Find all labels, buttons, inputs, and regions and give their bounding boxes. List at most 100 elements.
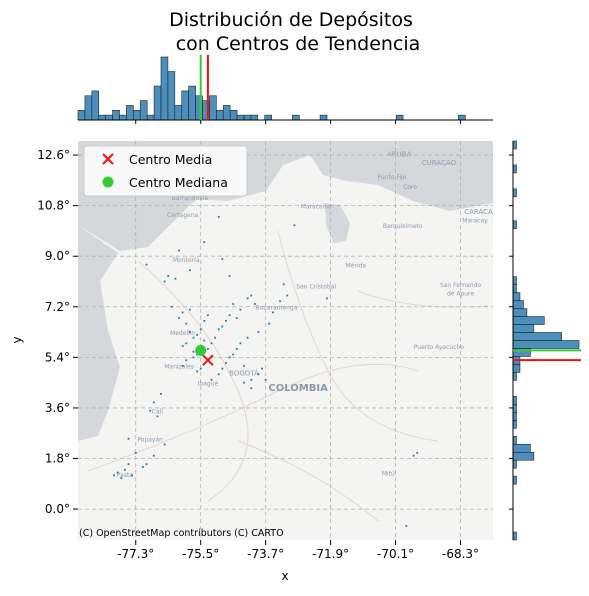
deposit-point — [412, 454, 415, 457]
deposit-point — [293, 224, 296, 227]
deposit-point — [188, 269, 191, 272]
deposit-point — [134, 451, 137, 454]
right-hist-bar — [512, 404, 517, 413]
deposit-point — [203, 241, 206, 244]
x-tick-label: -77.3° — [117, 547, 154, 561]
top-hist-bar — [292, 114, 300, 121]
deposit-point — [192, 336, 195, 339]
top-hist-bar — [319, 114, 328, 121]
deposit-point — [116, 471, 119, 474]
y-axis-label: y — [10, 336, 24, 343]
deposit-point — [217, 328, 220, 331]
top-hist-bar — [112, 110, 120, 121]
map-label: Puerto Ayacucho — [414, 344, 465, 351]
map-label: Cartagena — [167, 212, 199, 219]
deposit-point — [178, 249, 180, 252]
legend-label-median: Centro Mediana — [129, 175, 228, 190]
deposit-point — [185, 322, 188, 325]
deposit-point — [282, 283, 285, 286]
top-hist-bar — [139, 100, 148, 121]
deposit-point — [152, 401, 155, 404]
map-label: Barranquilla — [172, 195, 209, 202]
right-hist-bar — [512, 140, 517, 150]
right-hist-bar — [512, 459, 517, 469]
top-hist-bar — [126, 105, 134, 121]
deposit-point — [228, 274, 231, 277]
median-center-marker — [195, 344, 207, 356]
map-background — [78, 141, 493, 540]
map-label: Mérida — [346, 262, 367, 269]
x-axis-ticks: -77.3° -75.5° -73.7° -71.9° -70.1° -68.3° — [117, 540, 479, 561]
deposit-point — [192, 350, 195, 353]
deposit-point — [214, 336, 217, 339]
top-hist-bar — [250, 114, 259, 121]
top-hist-bar — [167, 71, 176, 121]
map-label: Manizales — [164, 364, 194, 371]
deposit-point — [232, 353, 235, 356]
map-road-line — [237, 440, 379, 522]
deposit-point — [131, 474, 134, 477]
map-label: Barquisimeto — [383, 223, 423, 230]
top-hist-bar — [84, 95, 93, 121]
x-tick-label: -75.5° — [182, 547, 219, 561]
y-tick-label: 7.2° — [45, 300, 70, 314]
deposit-point — [221, 367, 224, 370]
map-label: Maracaibo — [301, 203, 332, 210]
right-hist-bar — [512, 316, 545, 325]
deposit-point — [279, 300, 281, 303]
deposit-point — [217, 373, 220, 376]
y-tick-label: 1.8° — [45, 452, 70, 466]
map-sea-pacific — [78, 225, 120, 441]
top-hist-bar — [264, 114, 272, 121]
deposit-point — [178, 317, 180, 319]
top-hist-bar — [160, 56, 169, 121]
deposit-point — [188, 308, 191, 311]
deposit-point — [235, 348, 238, 350]
deposit-point — [142, 466, 144, 468]
deposit-point — [160, 392, 162, 395]
map-label: Mitú — [382, 470, 395, 477]
map-lake-maracaibo — [325, 203, 350, 243]
legend-marker-mean — [102, 153, 114, 165]
legend-label-mean: Centro Media — [129, 152, 212, 167]
deposit-point — [250, 378, 253, 381]
deposit-point — [181, 345, 184, 348]
deposit-point — [257, 331, 260, 333]
deposit-point — [257, 373, 260, 376]
top-hist-bar — [153, 85, 162, 121]
right-hist-bar — [512, 443, 531, 453]
map-label: Cali — [152, 409, 164, 416]
legend-box — [83, 145, 248, 197]
deposit-point — [225, 362, 227, 364]
deposit-point — [185, 342, 188, 345]
deposit-point — [174, 277, 177, 280]
top-hist-bar — [188, 85, 196, 121]
deposit-point — [243, 381, 245, 384]
map-label: Maracay — [462, 217, 488, 224]
right-hist-bar — [512, 308, 528, 317]
y-tick-label: 3.6° — [45, 401, 70, 415]
map-road-line — [137, 260, 249, 502]
deposit-point — [228, 314, 231, 317]
map-label: Popayán — [137, 437, 163, 444]
x-axis-label: x — [281, 569, 288, 583]
top-histogram — [77, 55, 493, 124]
top-hist-bar — [458, 114, 466, 121]
deposit-point — [217, 215, 220, 218]
deposit-point — [232, 303, 235, 305]
x-tick-label: -73.7° — [247, 547, 284, 561]
deposit-point — [152, 454, 155, 457]
x-tick-label: -68.3° — [442, 547, 479, 561]
right-hist-bar — [512, 340, 580, 349]
deposit-point — [286, 294, 289, 297]
right-hist-bar — [512, 276, 517, 285]
top-hist-bar — [222, 105, 231, 121]
right-hist-bar — [512, 419, 517, 429]
top-hist-bar — [119, 114, 127, 121]
right-hist-bar — [512, 531, 517, 541]
top-hist-bar — [174, 105, 183, 121]
top-hist-bar — [105, 114, 113, 121]
grid-lines — [78, 141, 493, 540]
deposit-point — [163, 280, 166, 283]
